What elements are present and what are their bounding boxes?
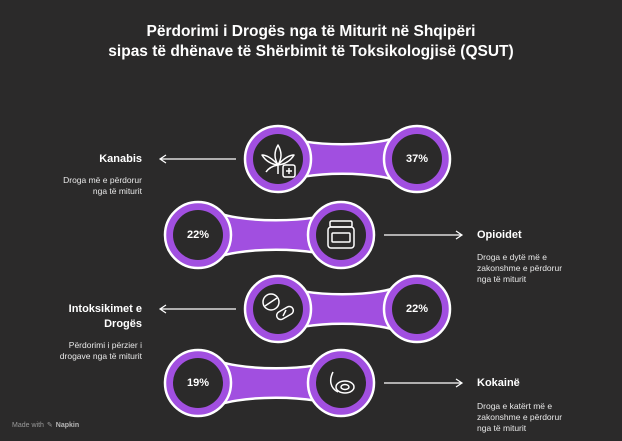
desc-kokaine-line-2: zakonshme e përdorur [477, 412, 563, 422]
arrow-intoksikimet [158, 304, 236, 314]
napkin-logo-icon: ✎ [46, 422, 53, 429]
connector-opioidet [163, 200, 376, 270]
title-line-2: sipas të dhënave të Shërbimit të Toksiko… [108, 43, 514, 60]
desc-opioidet-line-2: zakonshme e përdorur [477, 263, 563, 273]
label-intoksikimet-line-2: Drogës [104, 318, 142, 330]
arrow-kanabis [158, 154, 236, 164]
footer-watermark: Made with ✎ Napkin [12, 421, 80, 430]
desc-intoksikimet: Përdorimi i përzier i drogave nga të mit… [10, 340, 142, 362]
title-line-1: Përdorimi i Drogës nga të Miturit në Shq… [146, 23, 476, 40]
pills-capsules-icon [262, 293, 295, 321]
desc-opioidet: Droga e dytë më e zakonshme e përdorur n… [477, 252, 607, 285]
desc-opioidet-line-1: Droga e dytë më e [477, 252, 547, 262]
arrow-kokaine [384, 378, 464, 388]
percent-opioidet: 22% [186, 229, 210, 241]
label-intoksikimet-line-1: Intoksikimet e [68, 303, 142, 315]
desc-intoksikimet-line-1: Përdorimi i përzier i [68, 340, 142, 350]
label-opioidet: Opioidet [477, 229, 522, 241]
label-intoksikimet: Intoksikimet e Drogës [20, 302, 142, 332]
percent-kanabis: 37% [405, 153, 429, 165]
diagram-title: Përdorimi i Drogës nga të Miturit në Shq… [0, 22, 622, 62]
pill-bottle-icon [327, 220, 355, 249]
desc-kanabis-line-1: Droga më e përdorur [63, 175, 142, 185]
desc-opioidet-line-3: nga të miturit [477, 274, 527, 284]
desc-kanabis: Droga më e përdorur nga të miturit [20, 175, 142, 197]
connector-kokaine [163, 348, 376, 418]
desc-kokaine-line-3: nga të miturit [477, 423, 527, 433]
desc-kokaine: Droga e katërt më e zakonshme e përdorur… [477, 401, 607, 434]
arrow-opioidet [384, 230, 464, 240]
label-kokaine: Kokainë [477, 377, 520, 389]
label-kanabis: Kanabis [99, 153, 142, 165]
desc-intoksikimet-line-2: drogave nga të miturit [59, 351, 142, 361]
cocaine-powder-icon [329, 371, 355, 394]
footer-brand: Napkin [55, 421, 80, 429]
cannabis-leaf-medical-cross-icon [261, 144, 296, 178]
footer-made-with: Made with [12, 421, 44, 429]
desc-kokaine-line-1: Droga e katërt më e [477, 401, 553, 411]
desc-kanabis-line-2: nga të miturit [92, 186, 142, 196]
percent-intoksikimet: 22% [405, 303, 429, 315]
percent-kokaine: 19% [186, 377, 210, 389]
